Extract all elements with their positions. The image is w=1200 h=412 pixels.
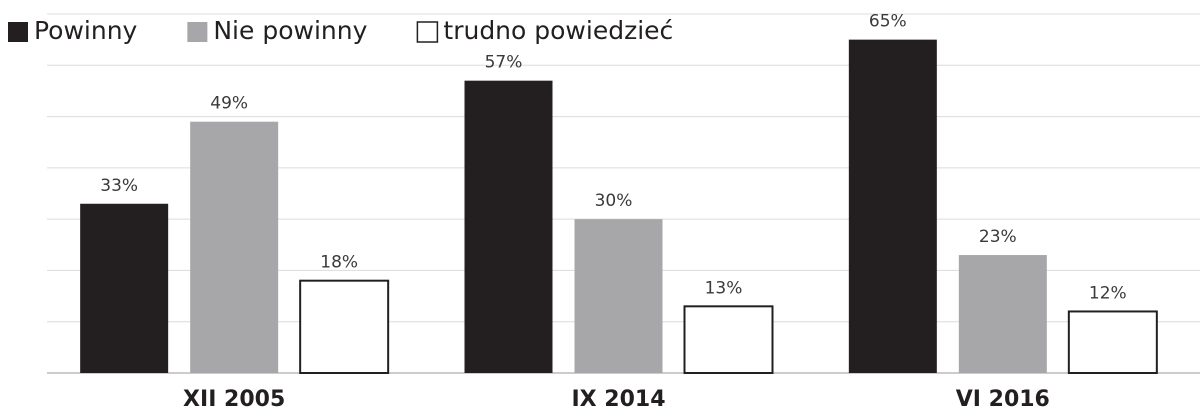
bar <box>958 255 1047 373</box>
value-label: 13% <box>705 278 743 298</box>
value-label: 18% <box>320 253 358 273</box>
bar <box>464 80 553 374</box>
legend-swatch <box>8 22 28 42</box>
value-label: 49% <box>210 94 248 114</box>
value-label: 33% <box>100 176 138 196</box>
legend-label: trudno powiedzieć <box>443 16 673 45</box>
x-tick-label: VI 2016 <box>956 387 1050 412</box>
value-label: 12% <box>1089 283 1127 303</box>
legend-swatch <box>416 21 439 43</box>
x-tick-label: IX 2014 <box>571 387 665 412</box>
x-tick-label: XII 2005 <box>183 387 285 412</box>
bar <box>848 39 937 374</box>
bar <box>299 279 390 374</box>
value-label: 65% <box>869 12 907 32</box>
value-label: 57% <box>485 53 523 73</box>
legend-swatch <box>187 22 208 42</box>
value-label: 23% <box>979 227 1017 247</box>
value-label: 30% <box>595 191 633 211</box>
bar <box>80 203 169 373</box>
legend-label: Nie powinny <box>213 16 367 45</box>
legend-label: Powinny <box>34 16 138 45</box>
bar <box>683 305 774 375</box>
bar <box>1067 310 1158 375</box>
bar <box>190 121 279 373</box>
bar <box>574 219 663 373</box>
